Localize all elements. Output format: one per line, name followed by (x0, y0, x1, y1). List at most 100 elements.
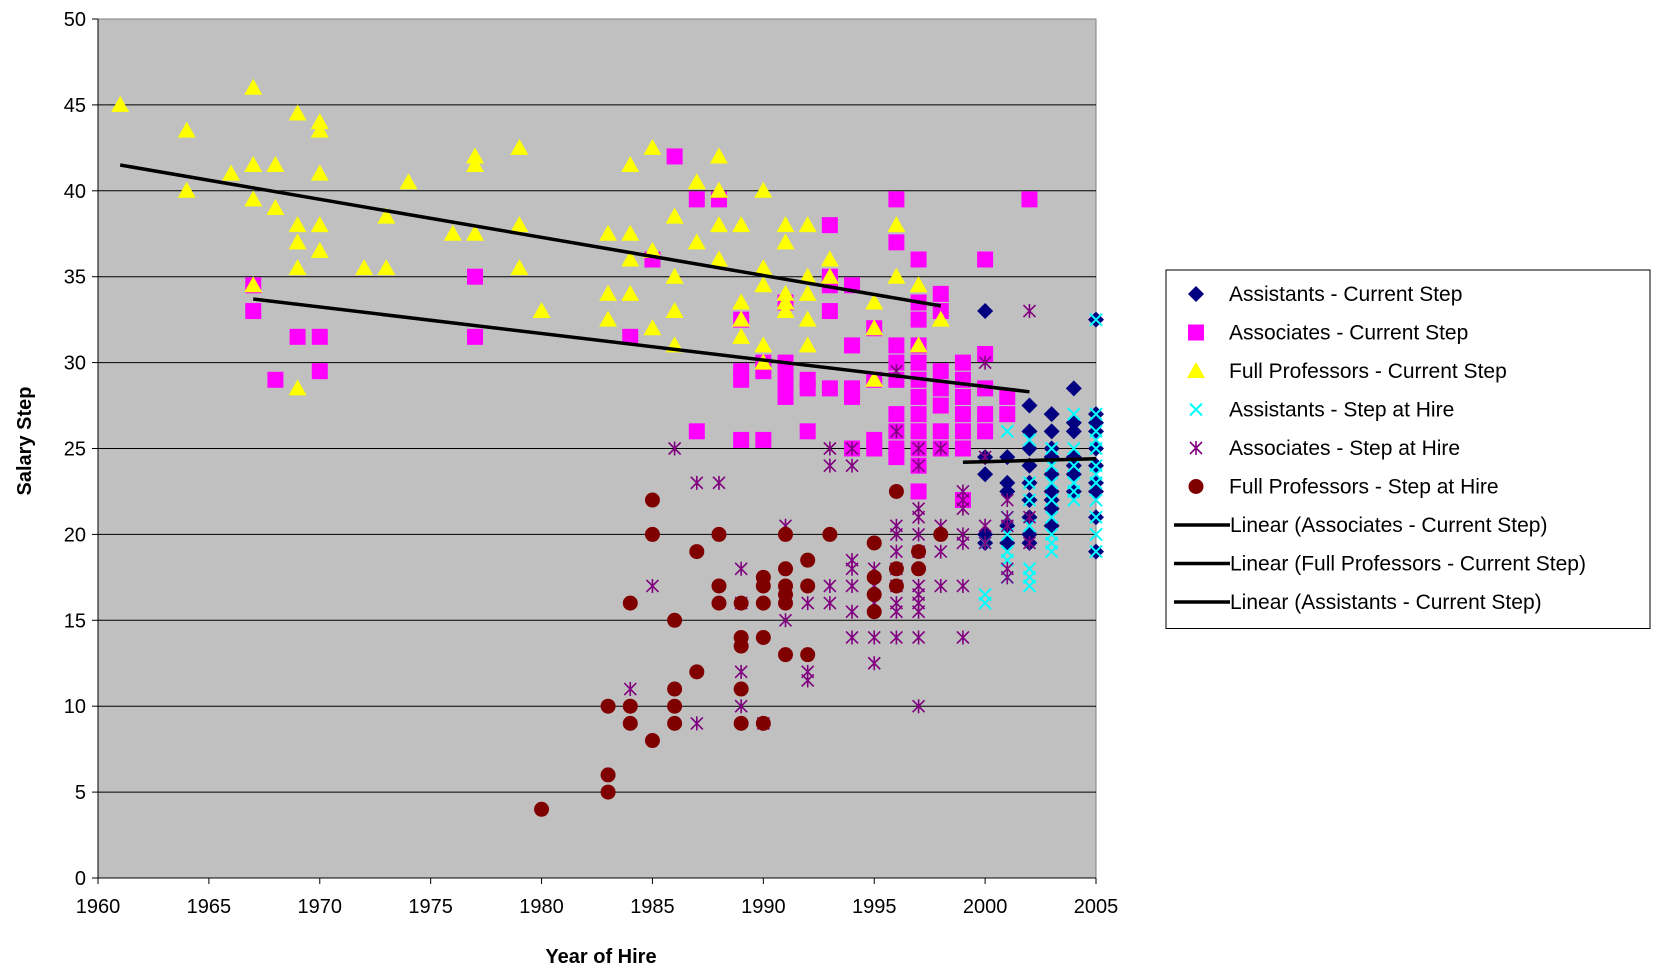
x-marker-stroke (1067, 458, 1081, 473)
data-point (1089, 407, 1103, 421)
data-point (1022, 579, 1037, 593)
data-point (1043, 406, 1060, 423)
data-point (466, 224, 485, 241)
asterisk-marker-stroke (690, 716, 704, 731)
x-marker-stroke (1067, 407, 1081, 421)
legend-swatch (1187, 362, 1205, 378)
data-point (443, 224, 462, 241)
asterisk-marker-stroke (845, 604, 859, 619)
x-tick-label: 1980 (519, 896, 564, 918)
asterisk-marker-stroke (978, 518, 992, 533)
trendline (962, 457, 1097, 464)
data-point (111, 95, 130, 112)
data-point (977, 303, 994, 320)
y-tick-label: 35 (64, 267, 86, 289)
data-point (1044, 476, 1059, 490)
data-point (310, 241, 329, 258)
data-point (866, 569, 882, 585)
data-point (288, 216, 307, 233)
data-point (798, 336, 817, 353)
data-point (732, 216, 751, 233)
data-point (1000, 518, 1014, 533)
legend-entry: Associates - Current Step (1188, 322, 1468, 345)
data-point (600, 767, 616, 783)
data-point (288, 259, 307, 276)
data-point (311, 328, 328, 345)
data-point (1065, 423, 1082, 440)
data-point (932, 423, 949, 440)
data-point (954, 388, 971, 405)
y-tick-label: 10 (64, 696, 86, 718)
data-point (644, 733, 660, 749)
asterisk-marker-stroke (823, 441, 837, 456)
data-point (844, 337, 861, 354)
legend-label: Linear (Assistants - Current Step) (1230, 591, 1542, 614)
asterisk-marker-stroke (734, 699, 748, 714)
data-point (821, 380, 838, 397)
data-point (621, 156, 640, 173)
data-point (310, 216, 329, 233)
x-tick-label: 1960 (76, 896, 121, 918)
data-point (733, 638, 749, 654)
data-point (954, 406, 971, 423)
legend-swatch (1188, 324, 1204, 341)
asterisk-marker-stroke (934, 578, 948, 593)
data-point (866, 535, 882, 551)
data-point (778, 613, 793, 628)
legend-label: Linear (Full Professors - Current Step) (1230, 553, 1586, 576)
legend-entry: Linear (Assistants - Current Step) (1174, 591, 1542, 614)
data-point (621, 284, 640, 301)
x-marker-stroke (1022, 579, 1037, 593)
x-marker-stroke (1089, 441, 1103, 456)
series-6 (534, 483, 949, 817)
y-tick-label: 20 (64, 524, 86, 546)
data-point (910, 406, 927, 423)
data-point (867, 630, 881, 645)
data-point (912, 441, 926, 456)
data-point (912, 527, 926, 542)
data-point (888, 337, 905, 354)
data-point (222, 164, 241, 181)
data-point (668, 441, 682, 456)
data-point (865, 319, 884, 336)
data-point (999, 474, 1016, 491)
y-tick-label: 40 (64, 181, 86, 203)
x-tick-label: 1965 (187, 896, 232, 918)
x-tick-label: 1970 (298, 896, 343, 918)
asterisk-marker-stroke (801, 673, 815, 688)
x-marker-stroke (1022, 433, 1037, 447)
asterisk-marker-stroke (668, 441, 682, 456)
data-point (1089, 510, 1103, 524)
data-point (734, 664, 748, 679)
data-point (912, 604, 926, 619)
x-marker-stroke (1044, 544, 1059, 559)
asterisk-marker-stroke (934, 441, 948, 456)
data-point (733, 371, 750, 388)
x-marker-stroke (978, 596, 992, 610)
data-point (820, 267, 839, 284)
data-point (845, 604, 859, 619)
data-point (1000, 424, 1014, 439)
data-point (845, 561, 859, 576)
asterisk-marker-stroke (912, 510, 926, 525)
data-point (1089, 544, 1103, 559)
asterisk-marker-stroke (1022, 535, 1037, 550)
data-point (510, 259, 529, 276)
data-point (709, 147, 728, 164)
y-tick-label: 30 (64, 353, 86, 375)
data-point (1044, 493, 1059, 507)
data-point (1065, 380, 1082, 397)
data-point (798, 310, 817, 327)
data-point (754, 259, 773, 276)
legend-box (1165, 269, 1651, 629)
x-tick-label: 1985 (630, 896, 675, 918)
data-point (755, 578, 771, 594)
data-point (755, 715, 771, 731)
data-point (1044, 441, 1059, 456)
data-point (732, 327, 751, 344)
data-point (754, 181, 773, 198)
x-marker-stroke (1089, 510, 1103, 524)
asterisk-marker-stroke (889, 424, 903, 439)
asterisk-marker-stroke (867, 656, 881, 671)
data-point (1043, 423, 1060, 440)
